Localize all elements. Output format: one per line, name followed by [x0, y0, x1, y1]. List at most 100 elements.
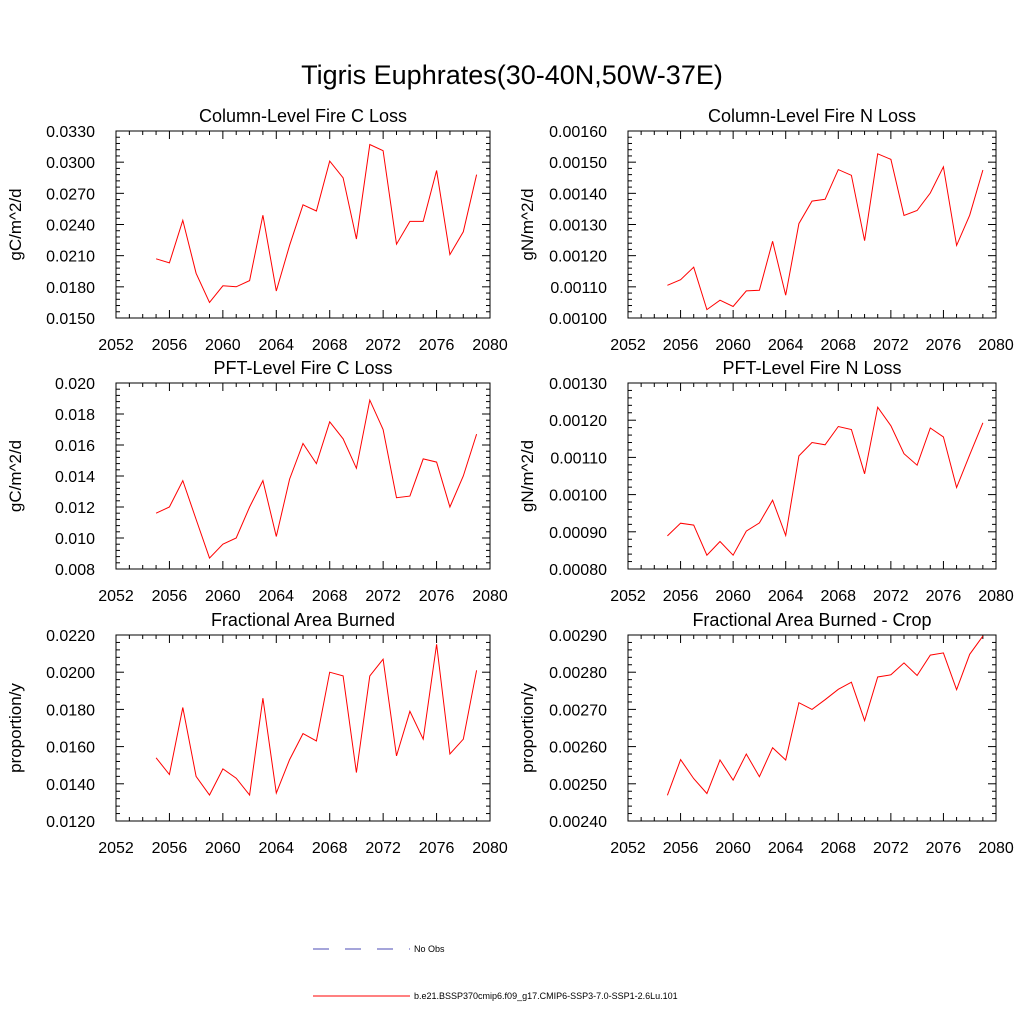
- x-tick-label: 2064: [258, 840, 294, 857]
- y-tick-label: 0.0120: [46, 814, 95, 831]
- series-line: [155, 143, 478, 304]
- panel-title: PFT-Level Fire C Loss: [213, 358, 392, 378]
- x-tick-label: 2076: [926, 337, 962, 354]
- y-tick-label: 0.00250: [549, 777, 607, 794]
- x-tick-label: 2072: [365, 840, 401, 857]
- panels: Column-Level Fire C Loss gC/m^2/d 2052 2056…: [6, 106, 1014, 857]
- y-tick-label: 0.00110: [550, 280, 607, 297]
- y-tick-label: 0.0180: [46, 280, 95, 297]
- y-tick-label: 0.0270: [46, 186, 95, 203]
- x-tick-label: 2080: [472, 588, 508, 605]
- y-axis-label: gC/m^2/d: [6, 188, 25, 260]
- x-tick-label: 2080: [978, 337, 1014, 354]
- x-tick-label: 2080: [472, 840, 508, 857]
- x-tick-label: 2060: [205, 840, 241, 857]
- y-tick-label: 0.018: [55, 407, 95, 424]
- x-tick-label: 2056: [152, 840, 188, 857]
- panel-title: Column-Level Fire C Loss: [199, 106, 407, 126]
- y-tick-label: 0.00080: [549, 562, 607, 579]
- x-tick-label: 2080: [978, 840, 1014, 857]
- y-tick-label: 0.008: [55, 562, 95, 579]
- panel-title: Fractional Area Burned - Crop: [692, 610, 931, 630]
- y-tick-label: 0.0240: [46, 218, 95, 235]
- x-tick-label: 2080: [472, 337, 508, 354]
- panel-title: Fractional Area Burned: [211, 610, 395, 630]
- x-tick-label: 2064: [768, 840, 804, 857]
- legend-label-model: b.e21.BSSP370cmip6.f09_g17.CMIP6-SSP3-7.…: [414, 991, 678, 1001]
- plot-frame: [627, 382, 997, 570]
- x-tick-label: 2056: [663, 840, 699, 857]
- y-tick-label: 0.00110: [550, 450, 607, 467]
- y-tick-label: 0.00290: [549, 628, 607, 645]
- y-tick-label: 0.0330: [46, 124, 95, 141]
- panel-4: PFT-Level Fire N Loss gN/m^2/d 2052 2056 206…: [518, 358, 1014, 605]
- x-tick-label: 2064: [258, 588, 294, 605]
- y-tick-label: 0.00130: [549, 376, 607, 393]
- y-axis-label: gN/m^2/d: [518, 440, 537, 512]
- x-tick-label: 2076: [419, 840, 455, 857]
- y-tick-label: 0.014: [55, 469, 95, 486]
- x-tick-label: 2056: [152, 337, 188, 354]
- x-tick-label: 2080: [978, 588, 1014, 605]
- y-tick-label: 0.016: [55, 438, 95, 455]
- y-tick-label: 0.0220: [46, 628, 95, 645]
- x-tick-label: 2060: [205, 588, 241, 605]
- x-tick-label: 2064: [768, 588, 804, 605]
- x-tick-label: 2056: [152, 588, 188, 605]
- x-tick-label: 2076: [419, 337, 455, 354]
- x-tick-label: 2056: [663, 337, 699, 354]
- x-tick-label: 2056: [663, 588, 699, 605]
- y-tick-label: 0.0140: [46, 777, 95, 794]
- x-tick-label: 2068: [312, 588, 348, 605]
- y-tick-label: 0.00100: [549, 488, 607, 505]
- x-tick-label: 2060: [205, 337, 241, 354]
- plot-frame: [115, 130, 491, 319]
- x-tick-label: 2052: [610, 337, 646, 354]
- y-tick-label: 0.00280: [549, 665, 607, 682]
- series-line: [155, 398, 478, 560]
- y-tick-label: 0.00140: [549, 186, 607, 203]
- y-tick-label: 0.0160: [46, 740, 95, 757]
- y-tick-label: 0.00160: [549, 124, 607, 141]
- x-tick-label: 2060: [715, 588, 751, 605]
- y-tick-label: 0.00120: [549, 413, 607, 430]
- x-tick-label: 2052: [610, 840, 646, 857]
- x-tick-label: 2064: [768, 337, 804, 354]
- x-tick-label: 2072: [365, 337, 401, 354]
- x-tick-label: 2068: [820, 840, 856, 857]
- y-tick-label: 0.012: [55, 500, 95, 517]
- x-tick-label: 2052: [98, 588, 134, 605]
- x-tick-label: 2072: [873, 337, 909, 354]
- series-line: [155, 644, 478, 797]
- x-tick-label: 2052: [610, 588, 646, 605]
- plot-frame: [627, 130, 997, 319]
- figure-title: Tigris Euphrates(30-40N,50W-37E): [301, 60, 723, 90]
- y-tick-label: 0.00120: [549, 249, 607, 266]
- y-tick-label: 0.00130: [549, 218, 607, 235]
- y-tick-label: 0.0300: [46, 155, 95, 172]
- panel-title: PFT-Level Fire N Loss: [722, 358, 901, 378]
- series-line: [667, 405, 984, 557]
- x-tick-label: 2072: [365, 588, 401, 605]
- y-tick-label: 0.0210: [46, 249, 95, 266]
- legend-label-no-obs: No Obs: [414, 944, 445, 954]
- x-tick-label: 2072: [873, 840, 909, 857]
- y-axis-label: proportion/y: [6, 683, 25, 773]
- y-tick-label: 0.00150: [549, 155, 607, 172]
- x-tick-label: 2068: [820, 588, 856, 605]
- legend: No Obs b.e21.BSSP370cmip6.f09_g17.CMIP6-…: [313, 944, 678, 1001]
- x-tick-label: 2052: [98, 840, 134, 857]
- y-tick-label: 0.00240: [549, 814, 607, 831]
- y-axis-label: proportion/y: [518, 683, 537, 773]
- y-tick-label: 0.010: [55, 531, 95, 548]
- panel-title: Column-Level Fire N Loss: [708, 106, 916, 126]
- y-tick-label: 0.00100: [549, 311, 607, 328]
- y-tick-label: 0.020: [55, 376, 95, 393]
- panel-6: Fractional Area Burned - Crop proportion/…: [518, 610, 1014, 857]
- series-line: [666, 635, 984, 796]
- x-tick-label: 2060: [715, 337, 751, 354]
- x-tick-label: 2068: [312, 840, 348, 857]
- y-tick-label: 0.0150: [46, 311, 95, 328]
- x-tick-label: 2076: [926, 840, 962, 857]
